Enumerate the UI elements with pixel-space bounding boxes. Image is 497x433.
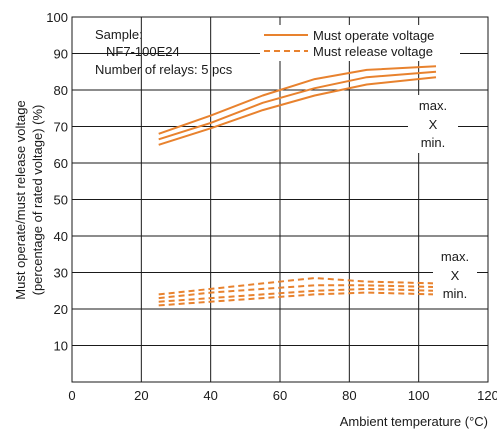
x-tick-label: 100 xyxy=(408,388,430,403)
operate-annotation-bg xyxy=(408,95,458,153)
y-tick-label: 20 xyxy=(54,302,68,317)
operate-range-annotation: max. X min. xyxy=(408,95,458,153)
y-tick-label: 100 xyxy=(46,10,68,25)
legend-label-operate: Must operate voltage xyxy=(313,28,434,43)
legend-background xyxy=(260,25,460,61)
x-tick-label: 20 xyxy=(134,388,148,403)
release-annotation-x: X xyxy=(451,268,460,283)
y-tick-label: 80 xyxy=(54,83,68,98)
series-line-release xyxy=(158,291,437,307)
series-line-release xyxy=(158,277,437,296)
tick-labels: 0 20 40 60 80 100 120 10 20 30 40 50 60 70 80 90 100 xyxy=(46,10,497,403)
x-tick-label: 120 xyxy=(477,388,497,403)
sample-info-line3: Number of relays: 5 pcs xyxy=(95,62,233,77)
operate-annotation-min: min. xyxy=(421,135,446,150)
release-annotation-min: min. xyxy=(443,286,468,301)
operate-annotation-max: max. xyxy=(419,98,447,113)
sample-info-line1: Sample: xyxy=(95,27,143,42)
y-tick-label: 70 xyxy=(54,120,68,135)
operate-annotation-x: X xyxy=(429,117,438,132)
y-axis-label: Must operate/must release voltage (perce… xyxy=(13,100,45,299)
release-annotation-max: max. xyxy=(441,249,469,264)
y-tick-label: 40 xyxy=(54,229,68,244)
series-line-operate xyxy=(158,76,437,146)
x-tick-label: 80 xyxy=(342,388,356,403)
series-line-release xyxy=(158,287,437,303)
sample-info: Sample: NF7-100E24 Number of relays: 5 p… xyxy=(95,27,233,77)
legend-label-release: Must release voltage xyxy=(313,44,433,59)
series-line-operate xyxy=(158,65,437,135)
x-tick-label: 0 xyxy=(68,388,75,403)
y-tick-label: 60 xyxy=(54,156,68,171)
y-tick-label: 10 xyxy=(54,339,68,354)
y-tick-label: 50 xyxy=(54,193,68,208)
y-axis-label-line2: (percentage of rated voltage) (%) xyxy=(30,105,45,296)
sample-info-line2: NF7-100E24 xyxy=(106,44,180,59)
release-range-annotation: max. X min. xyxy=(433,245,477,301)
series-line-operate xyxy=(158,70,437,141)
plot-area-frame xyxy=(71,16,489,383)
x-axis-label: Ambient temperature (°C) xyxy=(340,414,488,429)
y-axis-label-line1: Must operate/must release voltage xyxy=(13,100,28,299)
y-tick-label: 90 xyxy=(54,47,68,62)
x-tick-label: 40 xyxy=(203,388,217,403)
series-line-release xyxy=(158,284,437,300)
legend: Must operate voltage Must release voltag… xyxy=(260,25,460,61)
release-annotation-bg xyxy=(433,245,477,301)
y-tick-label: 30 xyxy=(54,266,68,281)
series-lines xyxy=(158,65,437,307)
x-tick-label: 60 xyxy=(273,388,287,403)
